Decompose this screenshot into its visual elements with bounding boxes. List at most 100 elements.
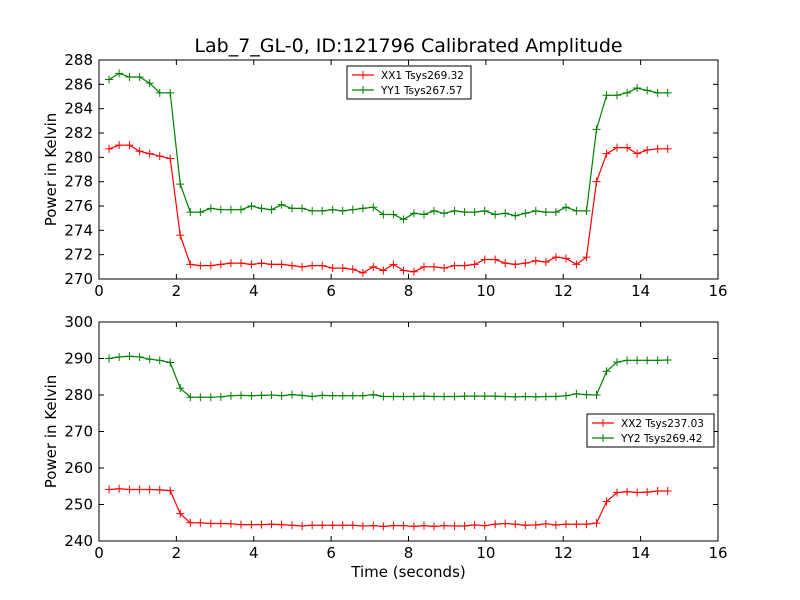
data-point [155, 152, 164, 161]
data-point [480, 255, 489, 264]
x-tick-label: 2 [172, 544, 182, 562]
data-point [176, 509, 185, 518]
plot-area [105, 69, 672, 277]
data-point [318, 206, 327, 215]
data-point [602, 367, 611, 376]
data-point [277, 391, 286, 400]
data-point [643, 86, 652, 95]
data-point [633, 149, 642, 158]
legend-marker [359, 86, 367, 94]
legend-marker [359, 71, 367, 79]
data-point [409, 209, 418, 218]
data-point [105, 75, 114, 84]
data-point [663, 355, 672, 364]
data-point [328, 264, 337, 273]
data-point [460, 261, 469, 270]
data-point [115, 141, 124, 150]
data-point [551, 208, 560, 217]
data-point [288, 261, 297, 270]
data-point [633, 488, 642, 497]
data-point [155, 485, 164, 494]
data-point [308, 521, 317, 530]
data-point [236, 205, 245, 214]
data-point [633, 356, 642, 365]
data-point [105, 485, 114, 494]
y-tick-label: 276 [64, 197, 93, 215]
legend-label: YY2 Tsys269.42 [620, 433, 702, 445]
data-point [399, 266, 408, 275]
data-point [166, 486, 175, 495]
data-point [125, 485, 134, 494]
data-point [206, 519, 215, 528]
legend-marker [599, 419, 607, 427]
data-point [653, 88, 662, 97]
data-point [267, 260, 276, 269]
data-point [663, 144, 672, 153]
data-point [308, 261, 317, 270]
data-point [369, 203, 378, 212]
data-point [206, 261, 215, 270]
data-point [592, 519, 601, 528]
data-point [277, 520, 286, 529]
y-tick-label: 300 [64, 313, 93, 331]
data-point [236, 520, 245, 529]
data-point [419, 262, 428, 271]
data-point [145, 355, 154, 364]
data-point [572, 520, 581, 529]
data-point [440, 392, 449, 401]
data-point [125, 352, 134, 361]
data-point [450, 206, 459, 215]
data-point [186, 393, 195, 402]
data-point [551, 253, 560, 262]
data-point [358, 268, 367, 277]
data-point [105, 144, 114, 153]
data-point [419, 392, 428, 401]
data-point [338, 391, 347, 400]
data-point [318, 261, 327, 270]
data-point [348, 265, 357, 274]
data-point [145, 149, 154, 158]
data-point [399, 392, 408, 401]
data-point [186, 208, 195, 217]
data-point [623, 356, 632, 365]
data-point [166, 358, 175, 367]
y-axis-label: Power in Kelvin [42, 113, 60, 227]
data-point [358, 204, 367, 213]
data-point [582, 253, 591, 262]
data-point [653, 486, 662, 495]
data-point [247, 260, 256, 269]
x-tick-label: 16 [708, 282, 727, 300]
y-tick-label: 274 [64, 221, 93, 239]
data-point [450, 392, 459, 401]
data-point [328, 521, 337, 530]
legend-label: XX1 Tsys269.32 [381, 70, 464, 82]
legend-marker [599, 434, 607, 442]
data-point [480, 206, 489, 215]
data-point [216, 519, 225, 528]
x-tick-label: 10 [476, 282, 495, 300]
data-point [470, 208, 479, 217]
data-point [236, 391, 245, 400]
data-point [521, 209, 530, 218]
y-axis-label: Power in Kelvin [42, 375, 60, 489]
data-point [582, 390, 591, 399]
data-point [389, 392, 398, 401]
data-point [328, 391, 337, 400]
data-point [623, 487, 632, 496]
data-point [338, 264, 347, 273]
data-point [216, 392, 225, 401]
data-point [155, 356, 164, 365]
data-point [602, 91, 611, 100]
data-point [125, 73, 134, 82]
data-point [541, 257, 550, 266]
data-point [409, 392, 418, 401]
data-point [440, 209, 449, 218]
data-point [348, 391, 357, 400]
data-point [643, 356, 652, 365]
x-axis-label: Time (seconds) [350, 563, 466, 581]
x-tick-label: 10 [476, 544, 495, 562]
data-point [389, 521, 398, 530]
data-point [511, 392, 520, 401]
